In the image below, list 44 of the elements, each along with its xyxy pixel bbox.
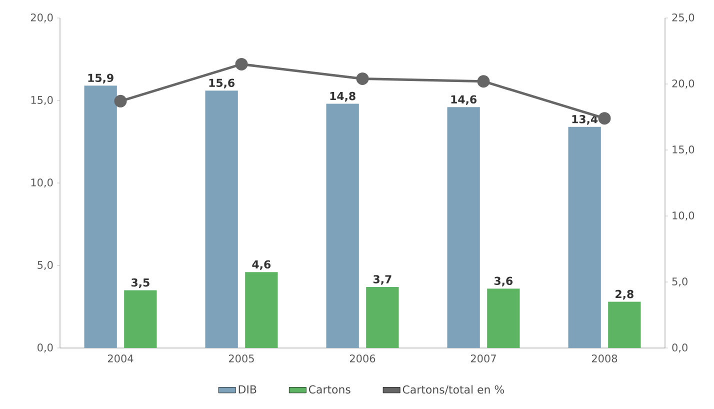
y-tick-label: 0,0 — [38, 344, 53, 352]
bar — [326, 104, 359, 348]
y2-tick-label: 20,0 — [672, 80, 694, 88]
data-label: 15,9 — [88, 74, 114, 84]
y2-tick-label: 5,0 — [672, 278, 688, 286]
y2-tick-label: 15,0 — [672, 146, 694, 154]
data-label: 4,6 — [252, 260, 271, 270]
y2-tick-label: 25,0 — [672, 14, 694, 22]
x-tick-label: 2007 — [470, 354, 496, 362]
x-tick-label: 2005 — [228, 354, 254, 362]
point — [598, 112, 611, 125]
y2-tick-label: 0,0 — [672, 344, 688, 352]
legend-label: Cartons/total en % — [402, 385, 504, 395]
data-label: 15,6 — [209, 78, 235, 88]
point — [114, 94, 127, 108]
point — [235, 58, 248, 70]
bar — [245, 272, 278, 348]
x-tick-label: 2004 — [108, 354, 134, 362]
x-tick-label: 2008 — [592, 354, 618, 362]
data-label: 3,7 — [373, 275, 392, 285]
y-tick-label: 20,0 — [30, 14, 53, 22]
bar — [487, 288, 520, 348]
x-tick-label: 2006 — [350, 354, 376, 362]
data-label: 3,5 — [131, 278, 150, 288]
y2-tick-label: 10,0 — [672, 212, 694, 220]
data-label: 2,8 — [616, 290, 634, 300]
data-label: 14,8 — [330, 92, 356, 102]
point — [477, 75, 490, 88]
data-label: 13,4 — [572, 115, 598, 125]
y-tick-label: 15,0 — [31, 96, 53, 105]
y-tick-label: 5,0 — [38, 261, 53, 270]
bar — [84, 86, 117, 348]
legend-label: DIB — [238, 385, 256, 394]
point — [356, 72, 369, 85]
legend-label: Cartons — [308, 385, 350, 394]
bar — [124, 290, 157, 348]
bar — [205, 90, 238, 348]
data-label: 14,6 — [451, 95, 477, 105]
bar — [447, 107, 480, 348]
bar — [366, 286, 399, 348]
bar — [608, 302, 641, 348]
bar — [568, 126, 601, 348]
data-label: 3,6 — [494, 276, 513, 286]
y-tick-label: 10,0 — [31, 178, 53, 188]
